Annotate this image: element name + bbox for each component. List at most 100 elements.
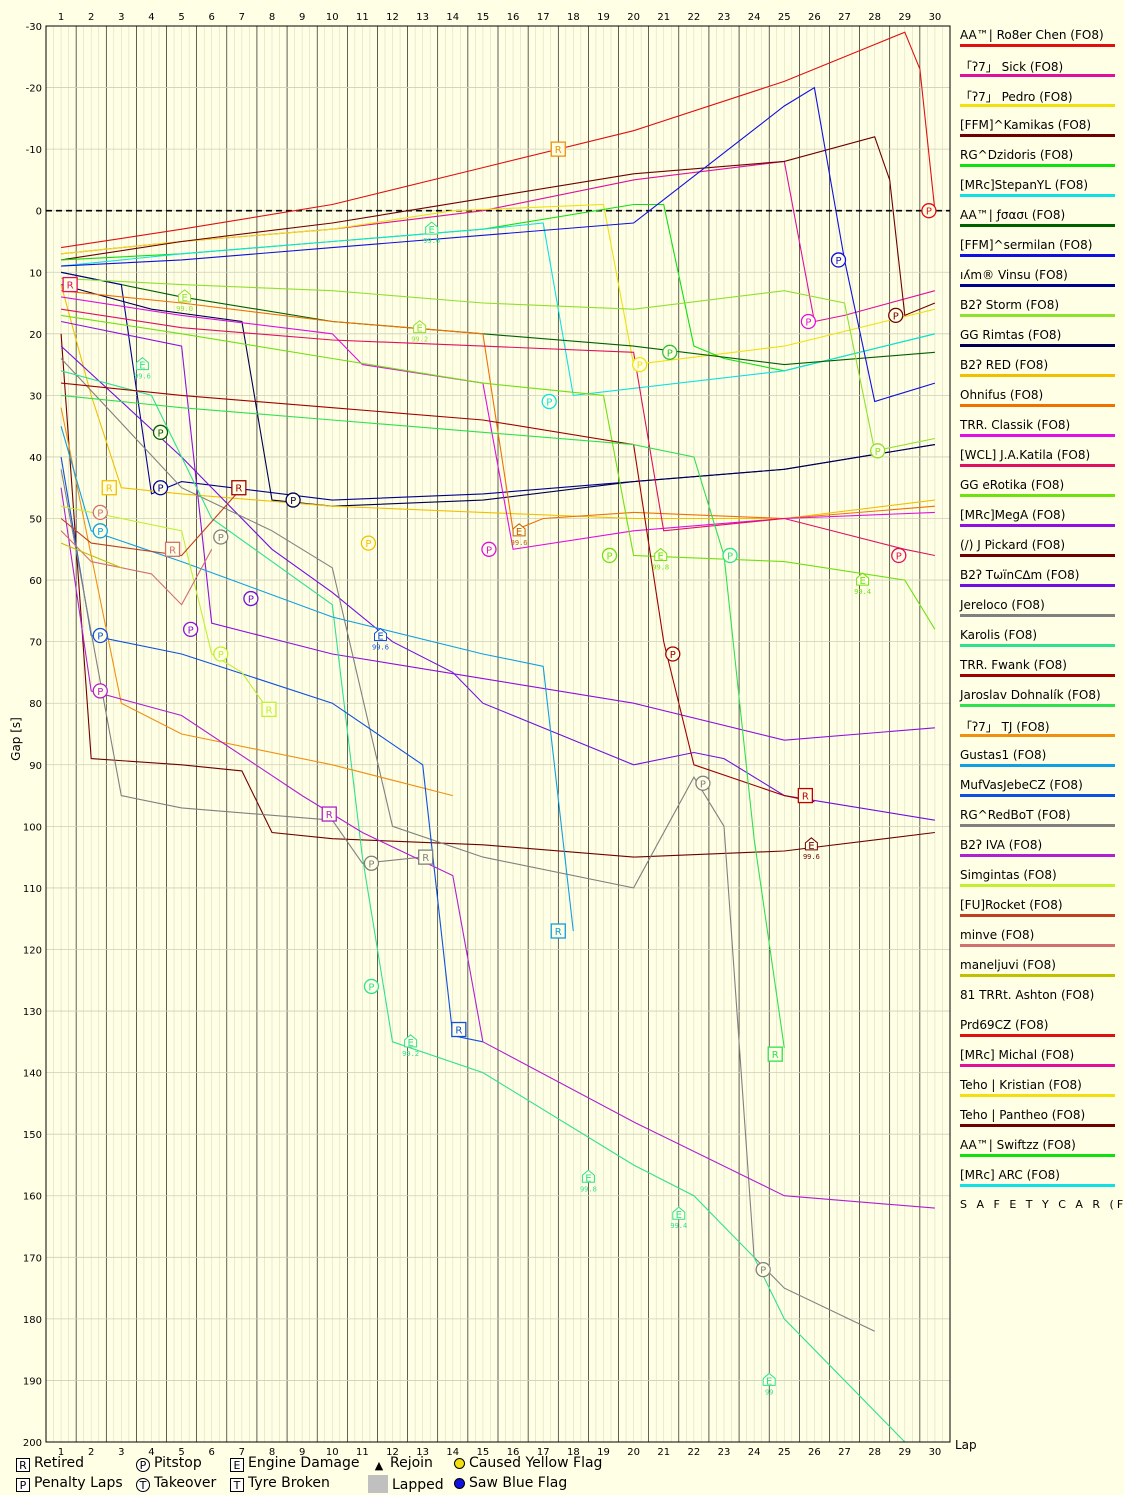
legend-item: B2ʔ Storm (FO8): [958, 296, 1118, 326]
series-line-17: [60, 333, 935, 858]
svg-text:R: R: [266, 705, 273, 716]
x-tick-label-top: 26: [808, 12, 821, 23]
x-tick-label: 29: [898, 1447, 911, 1458]
x-tick-label-top: 20: [627, 12, 640, 23]
x-tick-label: 22: [687, 1447, 700, 1458]
legend-swatch: [960, 764, 1115, 767]
svg-text:P: P: [486, 545, 492, 556]
svg-text:E: E: [766, 1376, 772, 1387]
svg-text:P: P: [727, 551, 733, 562]
x-tick-label-top: 1: [58, 12, 64, 23]
legend-swatch: [960, 1184, 1115, 1187]
y-tick-label: 50: [29, 515, 42, 526]
y-tick-label: 120: [23, 945, 42, 956]
svg-text:P: P: [290, 496, 296, 507]
x-tick-label-top: 30: [929, 12, 942, 23]
marker-P-18: P: [213, 529, 229, 545]
legend-swatch: [960, 44, 1115, 47]
legend-item: (/) J Pickard (FO8): [958, 536, 1118, 566]
legend-label: Jereloco (FO8): [960, 598, 1045, 612]
x-tick-label: 19: [597, 1447, 610, 1458]
x-tick-label: 9: [299, 1447, 305, 1458]
y-tick-label: 110: [23, 884, 42, 895]
engine-damage-value: 99.8: [580, 1185, 597, 1193]
legend-swatch: [960, 824, 1115, 827]
y-tick-label: 10: [29, 268, 42, 279]
legend-swatch: [960, 374, 1115, 377]
legend-swatch: [960, 164, 1115, 167]
marker-P-4: P: [870, 443, 886, 459]
series-line-14: [61, 308, 936, 557]
series-line-23: [60, 407, 453, 797]
marker-R-32: R: [231, 480, 247, 496]
x-tick-label: 25: [778, 1447, 791, 1458]
marker-P-17: P: [92, 523, 108, 539]
legend-swatch: [960, 194, 1115, 197]
series-line-15: [61, 314, 936, 630]
legend-label: B2ʔ ΤωïnC∆m (FO8): [960, 568, 1080, 582]
legend-label: 「ʔ7」 Pedro (FO8): [960, 90, 1073, 104]
legend-label: Teho | Pantheo (FO8): [960, 1108, 1086, 1122]
legend-label: ıʎm® Vinsu (FO8): [960, 268, 1068, 282]
legend-item: [MRc]StepanYL (FO8): [958, 176, 1118, 206]
x-tick-label-top: 24: [748, 12, 761, 23]
svg-text:P: P: [188, 625, 194, 636]
legend-swatch: [960, 74, 1115, 77]
engine-damage-value: 99.4: [670, 1222, 687, 1230]
x-tick-label-top: 14: [446, 12, 459, 23]
x-tick-label: 12: [386, 1447, 399, 1458]
x-tick-label-top: 13: [416, 12, 429, 23]
y-tick-label: 80: [29, 699, 42, 710]
x-tick-label-top: 16: [507, 12, 520, 23]
svg-text:P: P: [637, 361, 643, 372]
series-line-31: [60, 542, 122, 569]
x-tick-label: 4: [148, 1447, 154, 1458]
legend-swatch: [960, 404, 1115, 407]
marker-P-15: P: [285, 492, 301, 508]
svg-text:E: E: [658, 551, 664, 562]
marker-E-42: E99.0: [176, 289, 193, 313]
legend-swatch: [960, 1124, 1115, 1127]
engine-damage-value: 99.6: [511, 539, 528, 547]
legend-label: [MRc] Michal (FO8): [960, 1048, 1075, 1062]
series-line-27: [60, 487, 935, 1209]
x-tick-label: 5: [178, 1447, 184, 1458]
marker-E-49: E99.6: [803, 837, 820, 861]
engine-damage-value: 99.0: [176, 305, 193, 313]
legend-item: 「ʔ7」 TJ (FO8): [958, 716, 1118, 746]
legend-label: [FFM]^sermilan (FO8): [960, 238, 1093, 252]
legend-item: Jaroslav Dohnalík (FO8): [958, 686, 1118, 716]
legend-label: AA™| Ro8er Chen (FO8): [960, 28, 1104, 42]
legend-item: Teho | Kristian (FO8): [958, 1076, 1118, 1106]
svg-text:E: E: [377, 631, 383, 642]
y-tick-label: 170: [23, 1253, 42, 1264]
key-retired: R Retired: [16, 1455, 84, 1472]
legend-swatch: [960, 794, 1115, 797]
legend-label: [FU]Rocket (FO8): [960, 898, 1063, 912]
legend-label: RG^RedBoT (FO8): [960, 808, 1071, 822]
svg-text:E: E: [859, 576, 865, 587]
engine-damage-value: 99: [765, 1388, 773, 1396]
legend-label: [MRc]StepanYL (FO8): [960, 178, 1089, 192]
marker-P-2: P: [800, 313, 817, 330]
x-tick-label: 14: [446, 1447, 459, 1458]
legend-item: AA™| Ro8er Chen (FO8): [958, 26, 1118, 56]
legend-item: B2ʔ IVA (FO8): [958, 836, 1118, 866]
legend-label: GG eRotika (FO8): [960, 478, 1065, 492]
y-tick-label: 90: [29, 761, 42, 772]
engine-damage-value: 99.2: [402, 1050, 419, 1058]
legend-swatch: [960, 224, 1115, 227]
svg-text:R: R: [169, 545, 176, 556]
x-tick-label-top: 25: [778, 12, 791, 23]
marker-R-40: R: [767, 1046, 783, 1062]
y-tick-label: -30: [26, 22, 42, 33]
svg-text:R: R: [772, 1050, 779, 1061]
x-tick-label: 10: [326, 1447, 339, 1458]
svg-text:E: E: [516, 527, 522, 538]
y-tick-label: 130: [23, 1007, 42, 1018]
svg-text:P: P: [368, 859, 374, 870]
takeover-icon: T: [136, 1478, 150, 1492]
marker-R-33: R: [164, 541, 181, 557]
x-axis-label: Lap: [955, 1438, 977, 1452]
marker-R-31: R: [101, 480, 117, 496]
